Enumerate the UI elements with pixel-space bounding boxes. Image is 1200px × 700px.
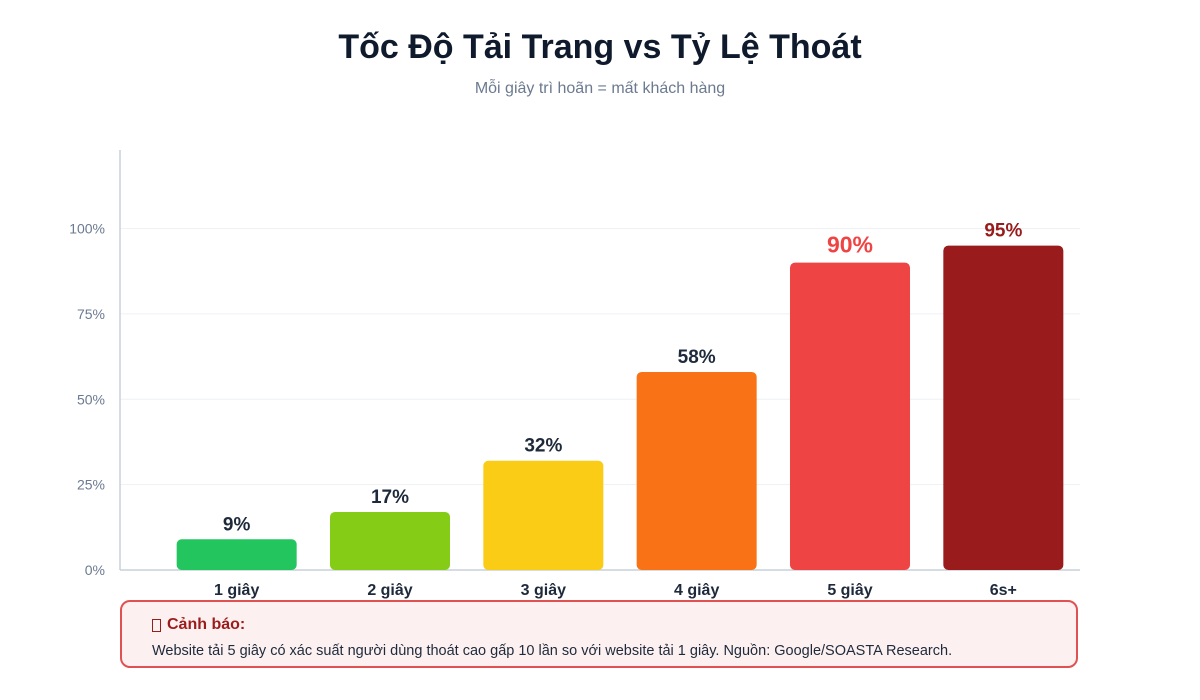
y-tick-label: 25% [77, 477, 105, 493]
x-tick-label: 6s+ [990, 582, 1017, 599]
chart-subtitle: Mỗi giây trì hoãn = mất khách hàng [474, 80, 726, 97]
bar-value-label: 90% [827, 232, 873, 258]
warning-text: Website tải 5 giây có xác suất người dùn… [152, 643, 953, 659]
x-tick-label: 2 giây [367, 582, 412, 599]
bar-value-label: 17% [371, 487, 409, 508]
x-tick-label: 4 giây [674, 582, 719, 599]
y-tick-label: 50% [77, 391, 105, 407]
warning-heading: Cảnh báo: [152, 616, 1046, 634]
y-tick-label: 75% [77, 306, 105, 322]
bar-value-label: 95% [984, 221, 1022, 242]
warning-icon [152, 618, 161, 632]
x-tick-label: 3 giây [521, 582, 566, 599]
y-tick-label: 100% [69, 221, 105, 237]
bar [483, 460, 604, 570]
warning-title: Cảnh báo: [167, 616, 246, 633]
x-tick-label: 5 giây [827, 582, 872, 599]
y-tick-label: 0% [85, 562, 105, 578]
bar [330, 511, 450, 570]
bar [943, 245, 1064, 571]
bar [176, 539, 297, 570]
chart-title: Tốc Độ Tải Trang vs Tỷ Lệ Thoát [338, 28, 862, 66]
bar-value-label: 58% [678, 347, 716, 368]
bar-value-label: 9% [223, 514, 251, 535]
warning-box: Cảnh báo: Website tải 5 giây có xác suất… [120, 600, 1078, 668]
x-tick-label: 1 giây [214, 582, 259, 599]
bar-chart: 0% 25% 50% 75% 100% 9% 1 giây 17% 2 giây 32% 3 giâ… [69, 150, 1080, 599]
bar-value-label: 32% [524, 436, 562, 457]
bar [790, 262, 910, 570]
bar [636, 371, 757, 570]
